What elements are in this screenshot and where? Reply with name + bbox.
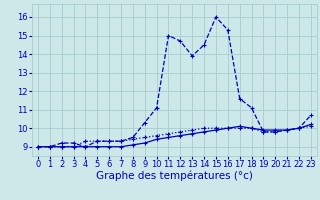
X-axis label: Graphe des températures (°c): Graphe des températures (°c) xyxy=(96,171,253,181)
